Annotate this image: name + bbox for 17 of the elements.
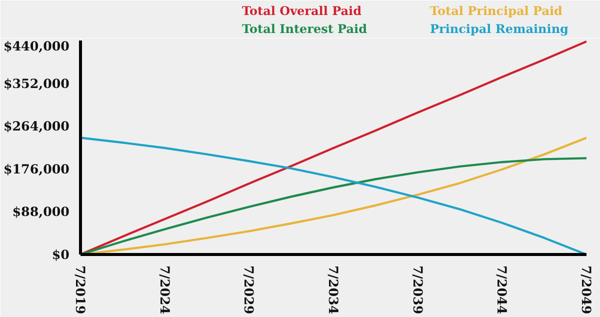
y-tick-label: $88,000 xyxy=(12,204,70,220)
x-tick-label: 7/2019 xyxy=(73,266,88,314)
y-tick-label: $0 xyxy=(52,247,70,262)
x-tick-label: 7/2034 xyxy=(326,266,341,314)
text: Total Principal Paid xyxy=(430,4,562,18)
y-tick-label: $176,000 xyxy=(3,161,70,176)
y-tick-label: $440,000 xyxy=(3,38,70,54)
text: Total Overall Paid xyxy=(242,4,362,18)
text: Principal Remaining xyxy=(430,22,568,36)
x-tick-label: 7/2044 xyxy=(494,266,510,314)
x-tick-label: 7/2039 xyxy=(410,266,426,314)
x-tick-label: 7/2024 xyxy=(157,266,172,314)
y-tick-label: $264,000 xyxy=(3,118,70,134)
x-tick-label: 7/2029 xyxy=(242,266,257,314)
y-tick-label: $352,000 xyxy=(3,76,70,91)
x-tick-label: 7/2049 xyxy=(579,266,594,314)
text: Total Interest Paid xyxy=(242,22,367,36)
